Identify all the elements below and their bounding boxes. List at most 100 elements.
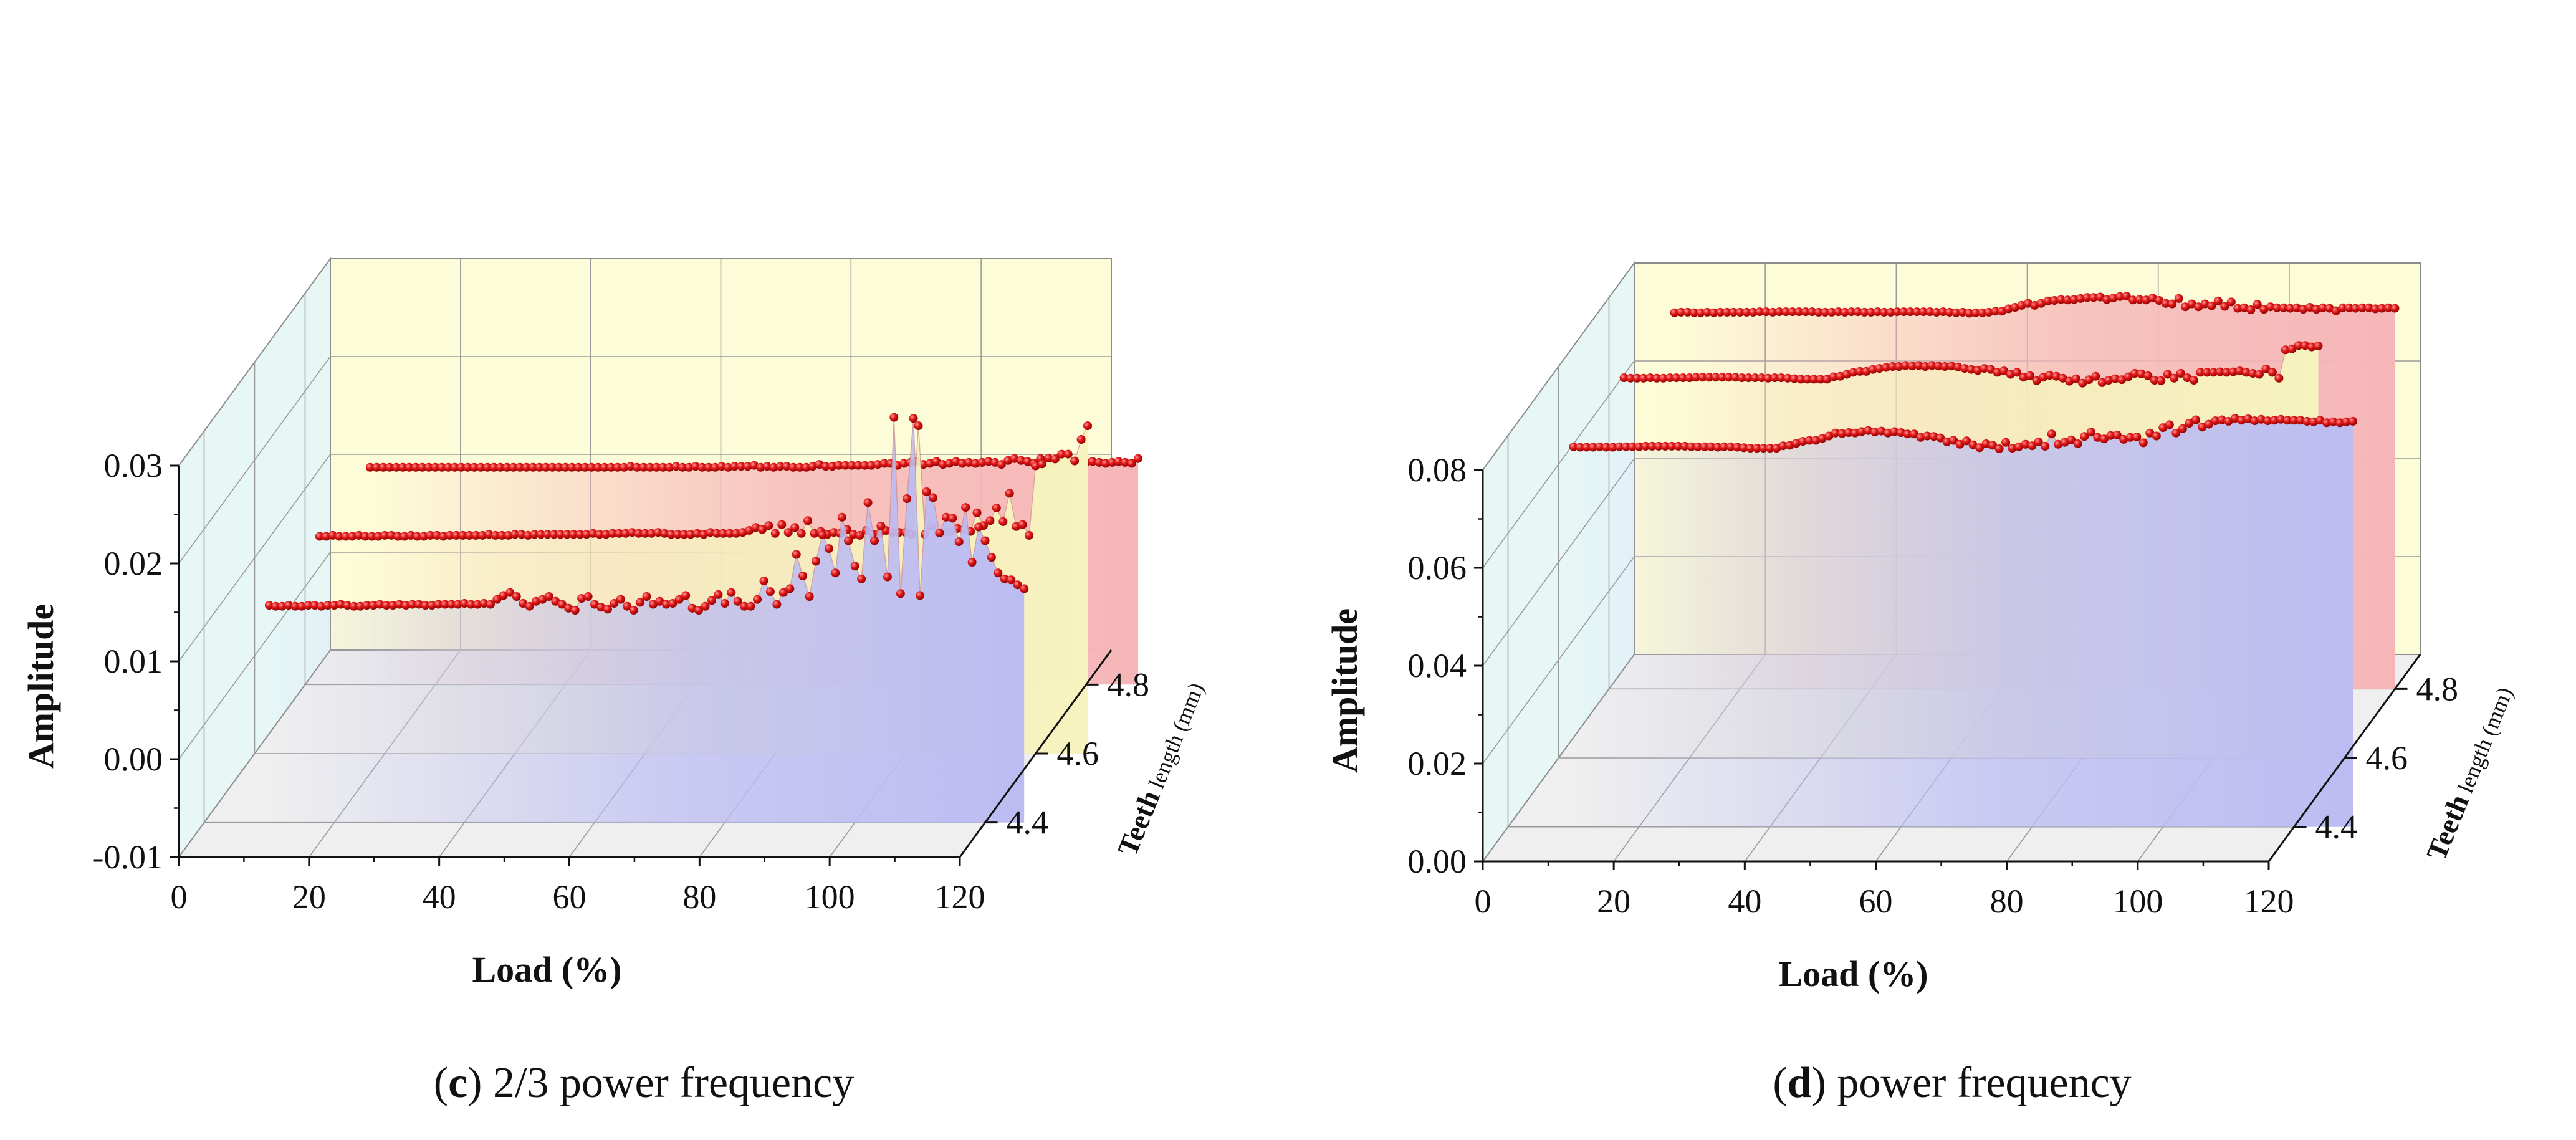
data-point: [2274, 373, 2284, 383]
data-point: [580, 462, 590, 472]
data-point: [653, 528, 663, 537]
data-point: [1875, 364, 1884, 373]
data-point: [938, 460, 947, 469]
data-point: [414, 600, 424, 609]
data-point: [551, 596, 560, 606]
z-axis-title-main: Teeth: [1111, 786, 1166, 860]
data-point: [2063, 295, 2072, 305]
data-point: [967, 558, 977, 567]
data-point: [620, 462, 629, 472]
data-point: [1892, 307, 1902, 317]
data-point: [2091, 371, 2100, 381]
data-point: [1680, 441, 1690, 451]
data-point: [606, 462, 616, 472]
data-point: [1722, 307, 1731, 317]
z-tick-label: 4.6: [1057, 735, 1099, 772]
data-point: [388, 601, 398, 610]
data-point: [1774, 307, 1784, 317]
data-point: [725, 529, 734, 538]
data-point: [489, 462, 499, 472]
data-point: [2267, 368, 2277, 377]
data-point: [2263, 416, 2272, 426]
data-point: [365, 462, 375, 472]
data-point: [447, 600, 456, 609]
data-point: [2185, 419, 2194, 428]
series-area-fill: [269, 417, 1025, 823]
data-point: [444, 462, 453, 472]
data-point: [762, 462, 772, 471]
data-point: [2137, 369, 2146, 378]
data-point: [431, 462, 440, 472]
data-point: [2115, 292, 2125, 301]
data-point: [854, 461, 863, 470]
data-point: [679, 530, 689, 539]
data-point: [2243, 414, 2253, 423]
data-point: [2241, 368, 2251, 377]
data-point: [2165, 420, 2174, 429]
data-point: [2299, 305, 2308, 314]
data-point: [411, 462, 420, 472]
data-point: [2220, 302, 2229, 311]
data-point: [2138, 438, 2148, 448]
data-point: [616, 595, 625, 604]
data-point: [1971, 308, 1980, 317]
data-point: [317, 601, 326, 611]
data-point: [2351, 304, 2360, 313]
data-point: [738, 528, 747, 537]
data-point: [1914, 361, 1923, 370]
data-point: [639, 462, 648, 472]
data-point: [828, 462, 837, 471]
data-point: [328, 530, 337, 540]
data-point: [1718, 373, 1727, 382]
data-point: [673, 530, 682, 539]
data-point: [1932, 307, 1941, 317]
data-point: [788, 462, 798, 472]
data-point: [548, 462, 557, 472]
data-point: [1945, 307, 1954, 317]
data-point: [1884, 428, 1892, 438]
data-point: [343, 601, 352, 610]
data-point: [1654, 441, 1664, 451]
data-point: [1602, 443, 1611, 452]
data-point: [899, 459, 909, 468]
data-point: [961, 503, 970, 512]
z-axis-title: Teeth length (mm): [2420, 681, 2519, 865]
panel-c-caption-close: ): [467, 1059, 482, 1107]
data-point: [577, 594, 587, 603]
data-point: [909, 414, 918, 423]
data-point: [2026, 371, 2035, 380]
data-point: [1923, 431, 1932, 441]
data-point: [2056, 295, 2066, 304]
data-point: [1901, 361, 1910, 370]
data-point: [434, 600, 443, 609]
y-tick-label: 0.08: [1408, 451, 1467, 489]
y-tick-label: 0.03: [104, 447, 163, 484]
data-point: [2286, 304, 2295, 313]
x-axis-title: Load (%): [1778, 954, 1928, 994]
data-point: [601, 530, 611, 539]
data-point: [2104, 376, 2114, 385]
data-point: [873, 460, 883, 469]
data-point: [629, 606, 638, 615]
data-point: [2191, 415, 2200, 424]
data-point: [2130, 369, 2140, 378]
data-point: [2143, 371, 2153, 380]
data-point: [2067, 435, 2076, 444]
x-tick-label: 80: [682, 878, 716, 916]
data-point: [445, 530, 454, 540]
data-point: [2014, 442, 2024, 451]
data-point: [847, 461, 856, 470]
data-point: [440, 600, 449, 609]
data-point: [1094, 457, 1104, 467]
data-point: [2110, 374, 2120, 383]
data-point: [583, 592, 593, 601]
data-point: [743, 462, 752, 471]
data-point: [2312, 305, 2321, 314]
data-point: [1595, 442, 1604, 451]
data-point: [641, 529, 649, 538]
data-point: [2011, 303, 2019, 312]
data-point: [1711, 373, 1720, 382]
data-point: [720, 599, 729, 608]
data-point: [655, 596, 664, 606]
z-tick-label: 4.4: [1007, 804, 1049, 841]
